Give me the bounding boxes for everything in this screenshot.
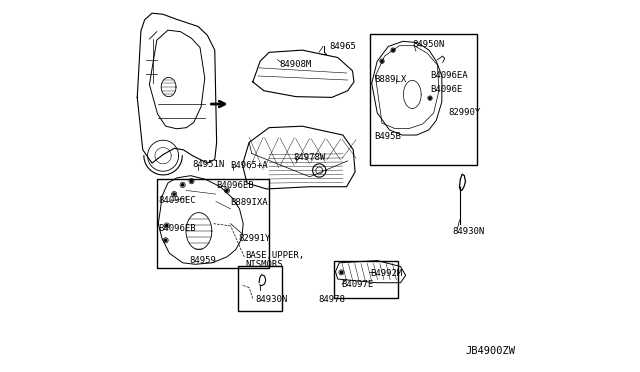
Text: B4096EA: B4096EA [430,71,468,80]
Bar [334,261,397,298]
Text: B4096EB: B4096EB [158,224,196,233]
Text: B4097E: B4097E [341,280,374,289]
Bar [238,266,282,311]
Circle shape [182,184,184,186]
Text: B4992M: B4992M [370,269,402,278]
Text: B889IXA: B889IXA [230,198,268,207]
Text: B4096EB: B4096EB [216,182,253,190]
Text: B4096E: B4096E [430,85,462,94]
Text: 84978W: 84978W [293,153,326,162]
Text: B4965+A: B4965+A [230,161,268,170]
Text: B495B: B495B [374,132,401,141]
Text: 84978: 84978 [318,295,345,304]
Text: 84965: 84965 [329,42,356,51]
Text: BASE,UPPER,: BASE,UPPER, [245,251,305,260]
Text: 84908M: 84908M [280,60,312,69]
Circle shape [226,189,228,192]
Circle shape [340,271,342,273]
Text: 84950N: 84950N [412,41,445,49]
Bar [157,179,269,268]
Circle shape [173,193,175,195]
Text: NISMORS: NISMORS [245,260,283,269]
Bar [370,33,477,164]
Circle shape [191,180,193,182]
Text: 82991Y: 82991Y [238,234,270,243]
Text: 84959: 84959 [189,256,216,265]
Circle shape [166,224,168,227]
Text: 84096EC: 84096EC [158,196,196,205]
Text: B889LX: B889LX [374,75,407,84]
Text: 82990Y: 82990Y [449,108,481,117]
Circle shape [392,49,394,51]
Circle shape [381,60,383,62]
Text: 84930N: 84930N [255,295,287,304]
Text: 84951N: 84951N [193,160,225,169]
Circle shape [164,239,167,241]
Text: JB4900ZW: JB4900ZW [466,346,516,356]
Text: 84930N: 84930N [452,227,484,235]
Circle shape [429,97,431,99]
